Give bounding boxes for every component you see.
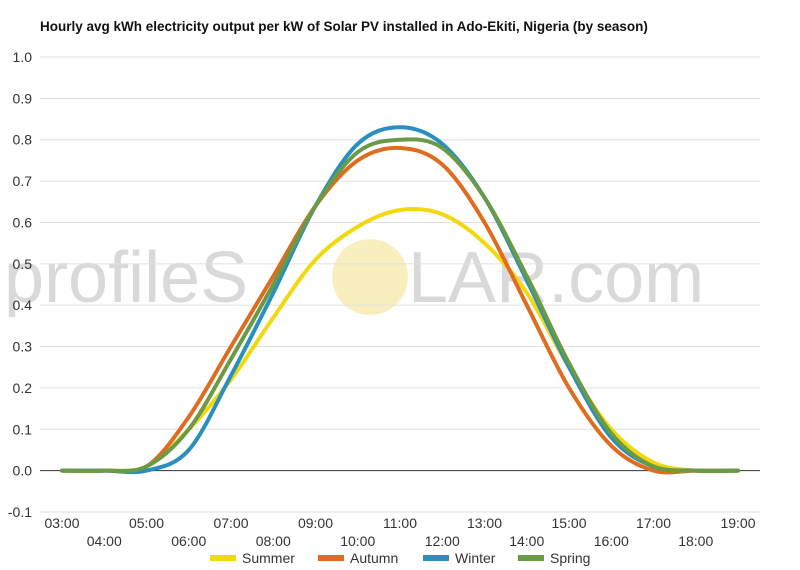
x-axis-ticks: 03:00 04:00 05:00 06:00 07:00 08:00 09:00 10:00… xyxy=(44,515,755,549)
x-tick-label: 06:00 xyxy=(171,533,206,549)
watermark-sun-icon xyxy=(332,239,408,315)
legend-item-summer: Summer xyxy=(210,550,295,566)
x-tick-label: 14:00 xyxy=(509,533,544,549)
x-tick-label: 18:00 xyxy=(678,533,713,549)
y-tick-label: 0.4 xyxy=(13,297,33,313)
series-lines xyxy=(60,125,740,475)
x-tick-label: 13:00 xyxy=(467,515,502,531)
legend-item-autumn: Autumn xyxy=(318,550,398,566)
y-tick-label: 0.8 xyxy=(13,132,33,148)
legend-label: Spring xyxy=(550,550,590,566)
series-line-autumn xyxy=(60,145,740,475)
y-tick-label: 0.3 xyxy=(13,339,33,355)
series-line-winter xyxy=(60,125,740,475)
legend-swatch xyxy=(318,555,344,561)
y-tick-label: 0.9 xyxy=(13,90,33,106)
legend-label: Winter xyxy=(455,550,496,566)
series-line-spring xyxy=(60,137,740,473)
y-tick-label: 1.0 xyxy=(13,49,33,65)
x-tick-label: 09:00 xyxy=(298,515,333,531)
x-tick-label: 17:00 xyxy=(636,515,671,531)
legend-item-spring: Spring xyxy=(518,550,590,566)
x-tick-label: 08:00 xyxy=(256,533,291,549)
x-tick-label: 05:00 xyxy=(129,515,164,531)
legend-swatch xyxy=(423,555,449,561)
x-tick-label: 07:00 xyxy=(213,515,248,531)
legend-swatch xyxy=(518,555,544,561)
legend-label: Summer xyxy=(242,550,295,566)
y-tick-label: 0.1 xyxy=(13,421,33,437)
x-tick-label: 15:00 xyxy=(551,515,586,531)
x-tick-label: 04:00 xyxy=(87,533,122,549)
y-tick-label: 0.6 xyxy=(13,214,33,230)
x-tick-label: 10:00 xyxy=(340,533,375,549)
y-tick-label: 0.0 xyxy=(13,463,33,479)
legend-swatch xyxy=(210,555,236,561)
y-tick-label: 0.5 xyxy=(13,256,33,272)
y-tick-label: 0.7 xyxy=(13,173,33,189)
x-tick-label: 19:00 xyxy=(720,515,755,531)
watermark: profileS LAR.com xyxy=(4,238,704,318)
x-tick-label: 12:00 xyxy=(425,533,460,549)
watermark-text-right: LAR.com xyxy=(408,238,704,318)
y-tick-label: 0.2 xyxy=(13,380,33,396)
legend: Summer Autumn Winter Spring xyxy=(210,550,590,566)
y-axis-ticks: -0.1 0.0 0.1 0.2 0.3 0.4 0.5 0.6 0.7 0.8 0.9 1.0 xyxy=(8,49,32,520)
y-tick-label: -0.1 xyxy=(8,504,32,520)
x-tick-label: 03:00 xyxy=(44,515,79,531)
legend-label: Autumn xyxy=(350,550,398,566)
x-tick-label: 16:00 xyxy=(594,533,629,549)
x-tick-label: 11:00 xyxy=(383,515,417,531)
chart-title: Hourly avg kWh electricity output per kW… xyxy=(40,19,648,34)
legend-item-winter: Winter xyxy=(423,550,496,566)
watermark-text-left: profileS xyxy=(4,238,248,318)
